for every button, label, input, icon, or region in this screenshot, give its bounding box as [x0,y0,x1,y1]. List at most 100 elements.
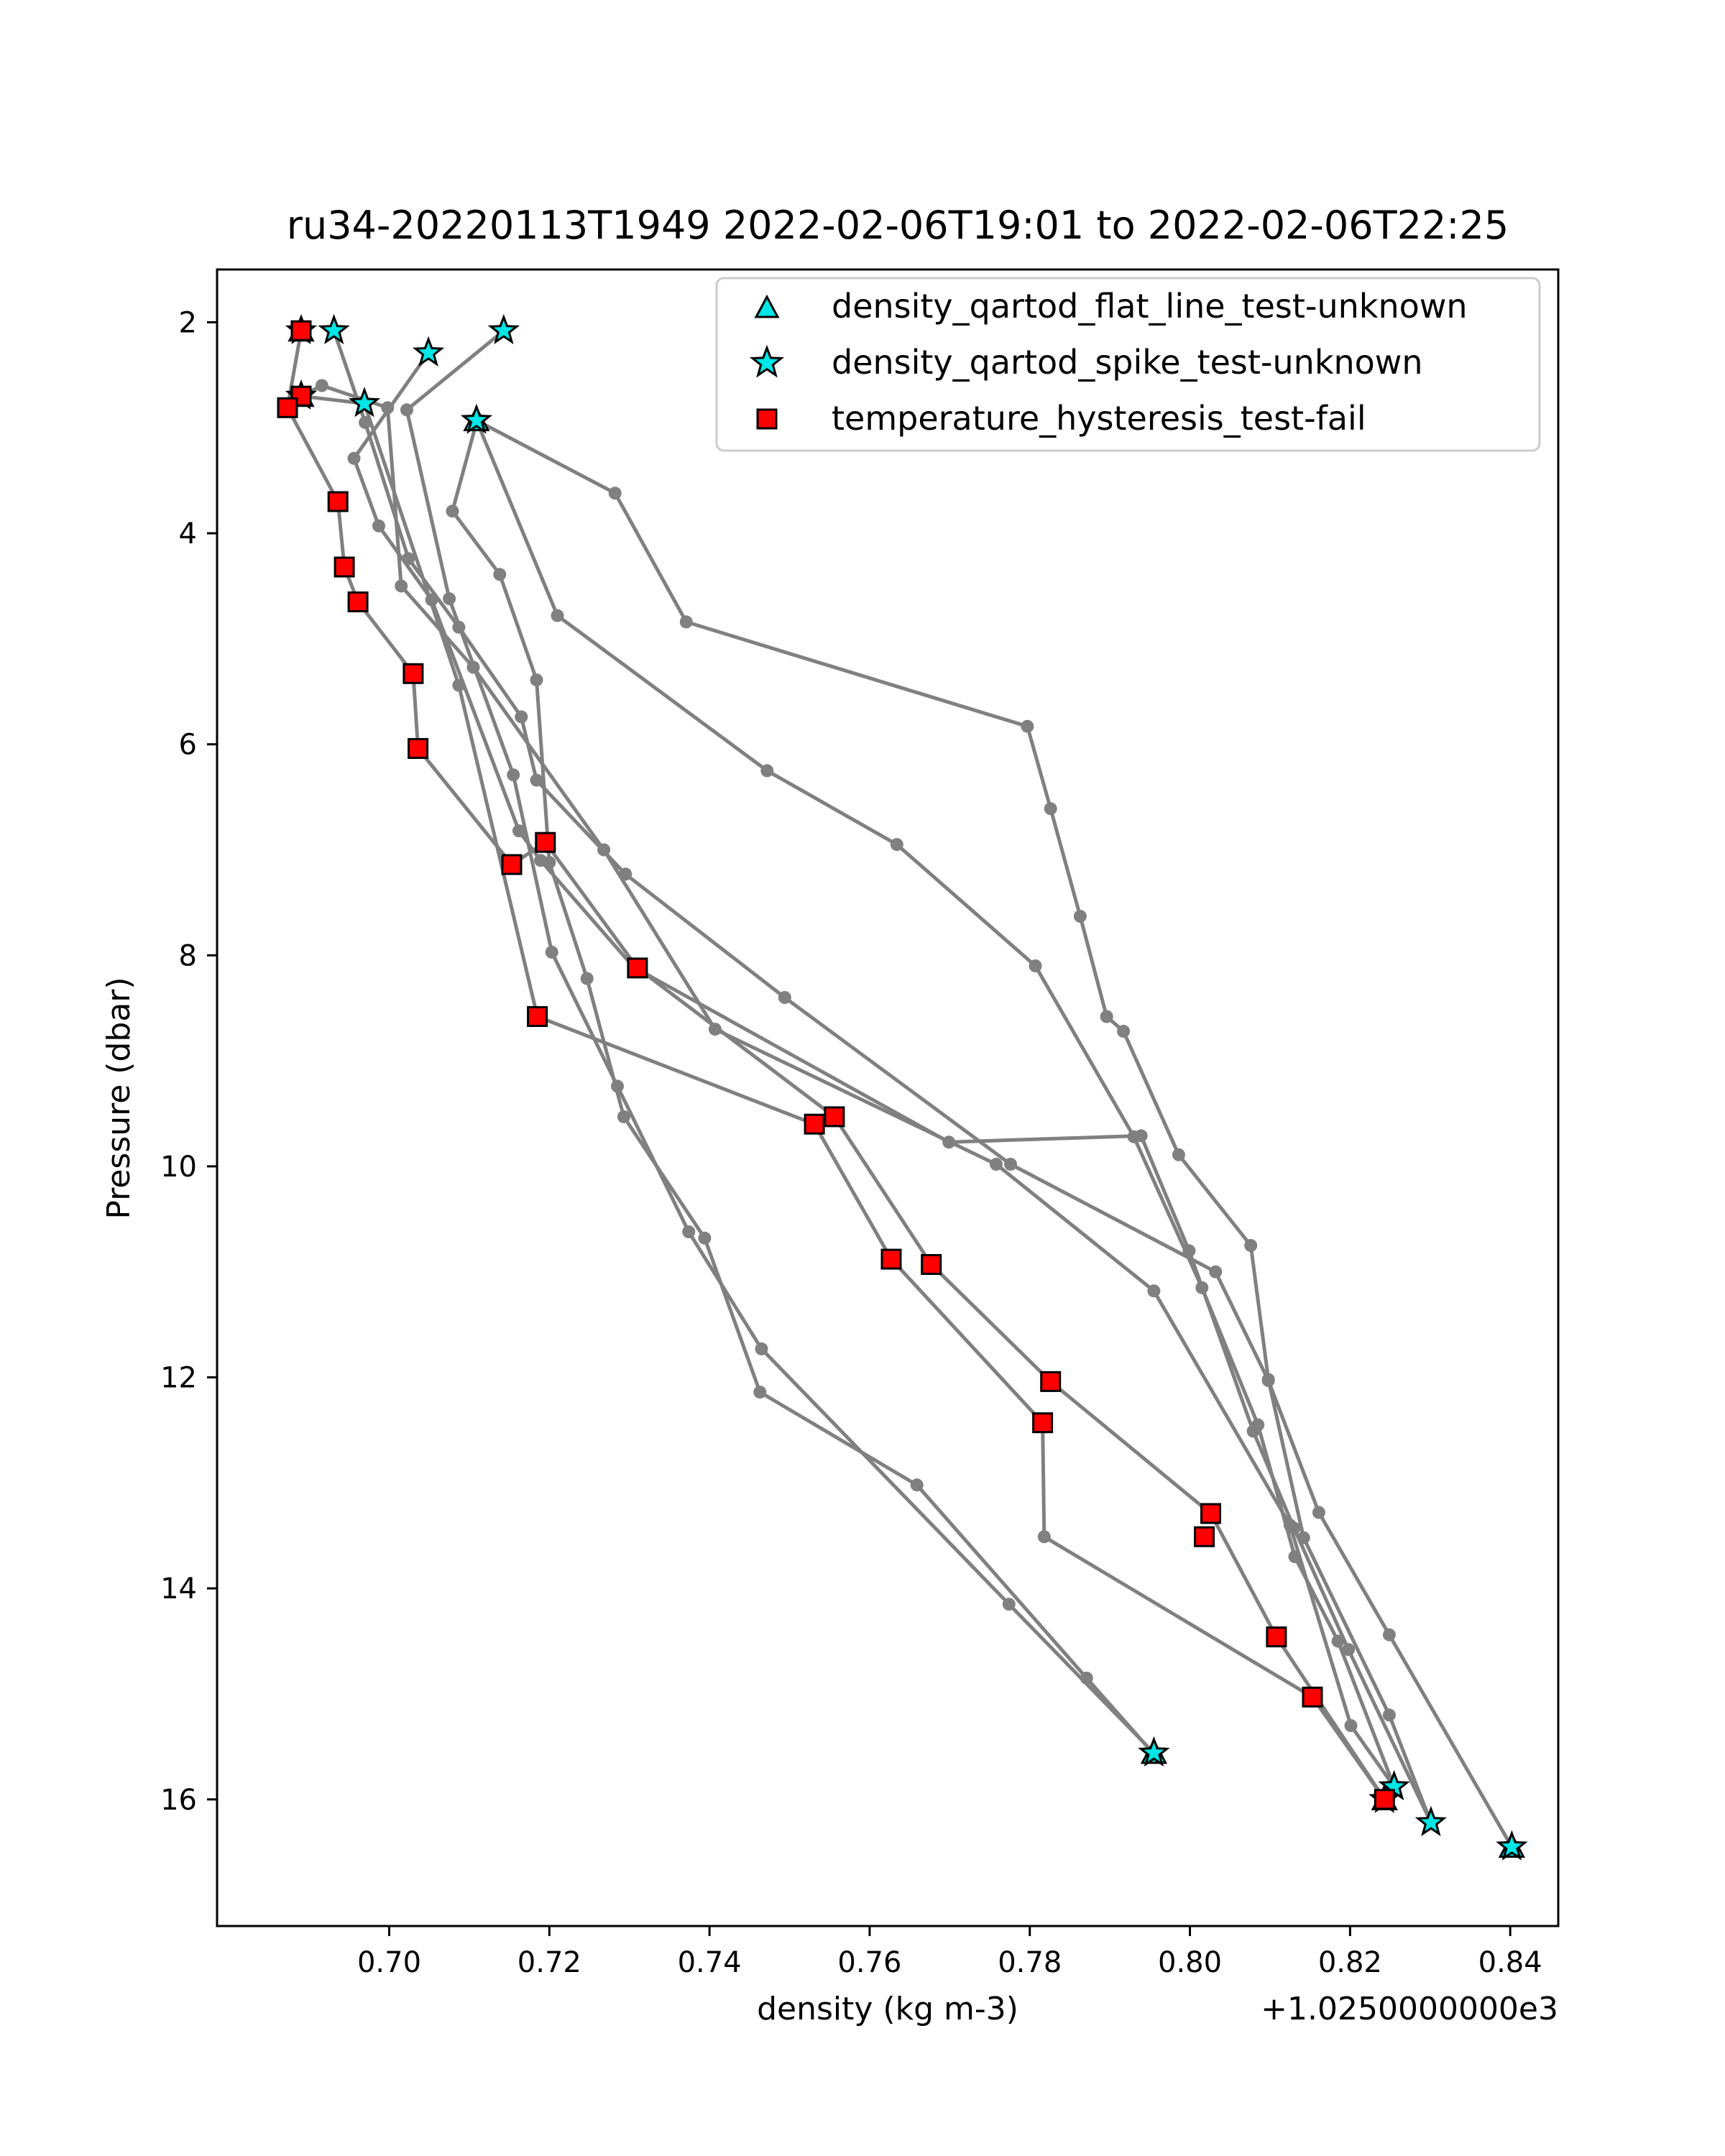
hysteresis-marker [804,1113,825,1135]
hysteresis-marker [921,1254,942,1275]
spike-marker [348,387,381,418]
legend-label-hysteresis: temperature_hysteresis_test-fail [832,399,1366,438]
spike-marker [1496,1830,1528,1861]
data-point [551,609,564,622]
data-point [466,660,480,674]
data-point [1127,1130,1141,1143]
data-point [755,1342,768,1355]
x-tick-label: 0.74 [678,1946,742,1979]
hysteresis-marker [347,591,369,612]
axes: 0.70 0.72 0.74 0.76 0.78 0.80 0.82 0.84 2 4 6 8 10 12… [160,306,1542,1979]
plot-frame [216,268,1560,1927]
data-point [452,620,466,634]
data-point [1037,1530,1051,1544]
y-tick-label: 6 [179,729,197,762]
chart-title: ru34-20220113T1949 2022-02-06T19:01 to 2… [287,203,1509,248]
x-tick-label: 0.76 [837,1946,901,1979]
legend: density_qartod_flat_line_test-unknown de… [715,277,1541,452]
data-point [530,673,543,687]
data-point [1002,1598,1016,1611]
data-point [1195,1281,1209,1294]
hysteresis-marker [408,738,429,759]
legend-triangle-icon [754,294,780,318]
data-point [1172,1148,1185,1161]
data-point [443,592,456,606]
data-point [1004,1158,1017,1171]
hysteresis-marker [824,1106,845,1128]
spike-marker [1138,1736,1170,1767]
data-point [1382,1628,1396,1641]
hysteresis-marker [334,556,355,578]
data-point [1331,1634,1345,1648]
hysteresis-marker [1302,1686,1323,1708]
profile-line-1 [405,329,1156,1754]
spike-marker [318,313,350,344]
data-point [580,972,594,985]
data-point [617,1110,630,1123]
data-point [778,991,791,1004]
data-point [990,1158,1003,1171]
x-tick-label: 0.80 [1158,1946,1222,1979]
data-point [1344,1719,1358,1733]
data-point [1342,1643,1356,1657]
x-tick-label: 0.84 [1478,1946,1542,1979]
data-point [1073,910,1087,923]
spike-marker [1414,1805,1447,1836]
hysteresis-marker [527,1006,548,1027]
data-point [1297,1531,1310,1544]
data-point [400,403,413,417]
x-tick-label: 0.78 [998,1946,1062,1979]
hysteresis-marker [1266,1626,1287,1648]
legend-star-icon [749,344,785,378]
data-point [708,1023,722,1036]
data-point [359,415,372,429]
y-axis-label: Pressure (dbar) [101,977,137,1219]
y-tick-label: 2 [179,306,197,339]
data-point [698,1231,712,1245]
data-point [1312,1506,1325,1519]
data-point [890,838,903,852]
data-point [1244,1239,1258,1252]
data-point [395,579,408,593]
data-point [1100,1010,1113,1023]
data-point [1288,1550,1302,1564]
data-point [910,1478,924,1492]
data-point [682,1225,696,1238]
data-point [452,678,466,692]
profile-line-6 [300,394,1386,1801]
spike-marker [460,403,493,434]
profile-line-3 [352,351,1433,1824]
data-point [507,768,520,782]
hysteresis-marker [1032,1412,1054,1434]
data-point [611,1079,624,1093]
profile-line-4 [332,330,1514,1848]
data-point [347,451,361,465]
data-point [1283,1519,1297,1532]
x-tick-label: 0.82 [1318,1946,1382,1979]
hysteresis-marker [1200,1503,1221,1524]
data-point [1147,1284,1161,1298]
data-point [1182,1244,1196,1258]
hysteresis-marker [402,663,424,684]
x-axis-label: density (kg m-3) [757,1991,1018,2027]
data-point [597,843,611,857]
data-point [512,824,525,838]
data-point [1080,1672,1093,1685]
y-tick-label: 10 [160,1151,197,1184]
data-point [753,1386,767,1399]
legend-label-spike: density_qartod_spike_test-unknown [832,343,1423,382]
y-tick-label: 14 [160,1572,197,1606]
legend-frame [715,277,1541,452]
data-point [608,487,622,500]
hysteresis-marker [535,831,556,853]
hysteresis-marker [277,397,298,418]
data-point [760,764,774,778]
data-point [530,773,543,787]
x-tick-label: 0.70 [357,1946,421,1979]
data-point [1021,719,1034,733]
data-point [515,710,528,724]
data-point [534,854,548,867]
profile-line-2 [451,422,1156,1756]
profile-line-8 [475,418,1433,1824]
